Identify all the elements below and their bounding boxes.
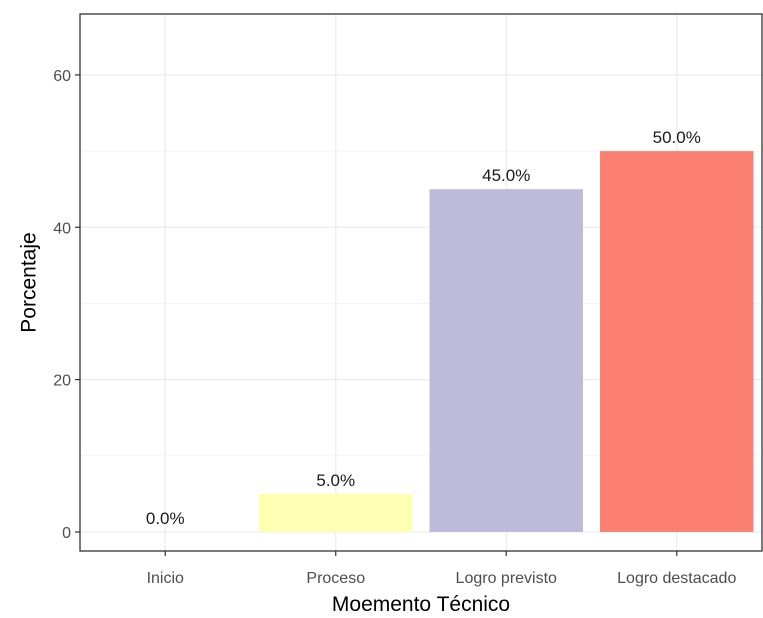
bar [429, 189, 583, 532]
plot-frame [79, 13, 763, 552]
x-tick-label: Logro destacado [617, 570, 736, 587]
x-tick-label: Proceso [306, 570, 365, 587]
data-labels: 0.0% 5.0% 45.0% 50.0% [146, 128, 701, 528]
bar [259, 493, 413, 532]
bars [259, 151, 754, 532]
y-axis-title: Porcentaje [17, 232, 40, 332]
data-label: 50.0% [653, 128, 701, 147]
bar [600, 151, 754, 532]
y-tick-label: 40 [53, 220, 71, 237]
y-tick-label: 60 [53, 68, 71, 85]
x-tick-label: Logro previsto [456, 570, 557, 587]
x-tick-label: Inicio [147, 570, 184, 587]
data-label: 0.0% [146, 509, 185, 528]
data-label: 45.0% [482, 166, 530, 185]
data-label: 5.0% [316, 471, 355, 490]
y-tick-label: 20 [53, 373, 71, 390]
x-axis: Inicio Proceso Logro previsto Logro destaca… [147, 551, 736, 587]
y-axis: 0 20 40 60 [53, 68, 80, 542]
y-tick-label: 0 [62, 525, 71, 542]
x-axis-title: Moemento Técnico [332, 593, 510, 616]
